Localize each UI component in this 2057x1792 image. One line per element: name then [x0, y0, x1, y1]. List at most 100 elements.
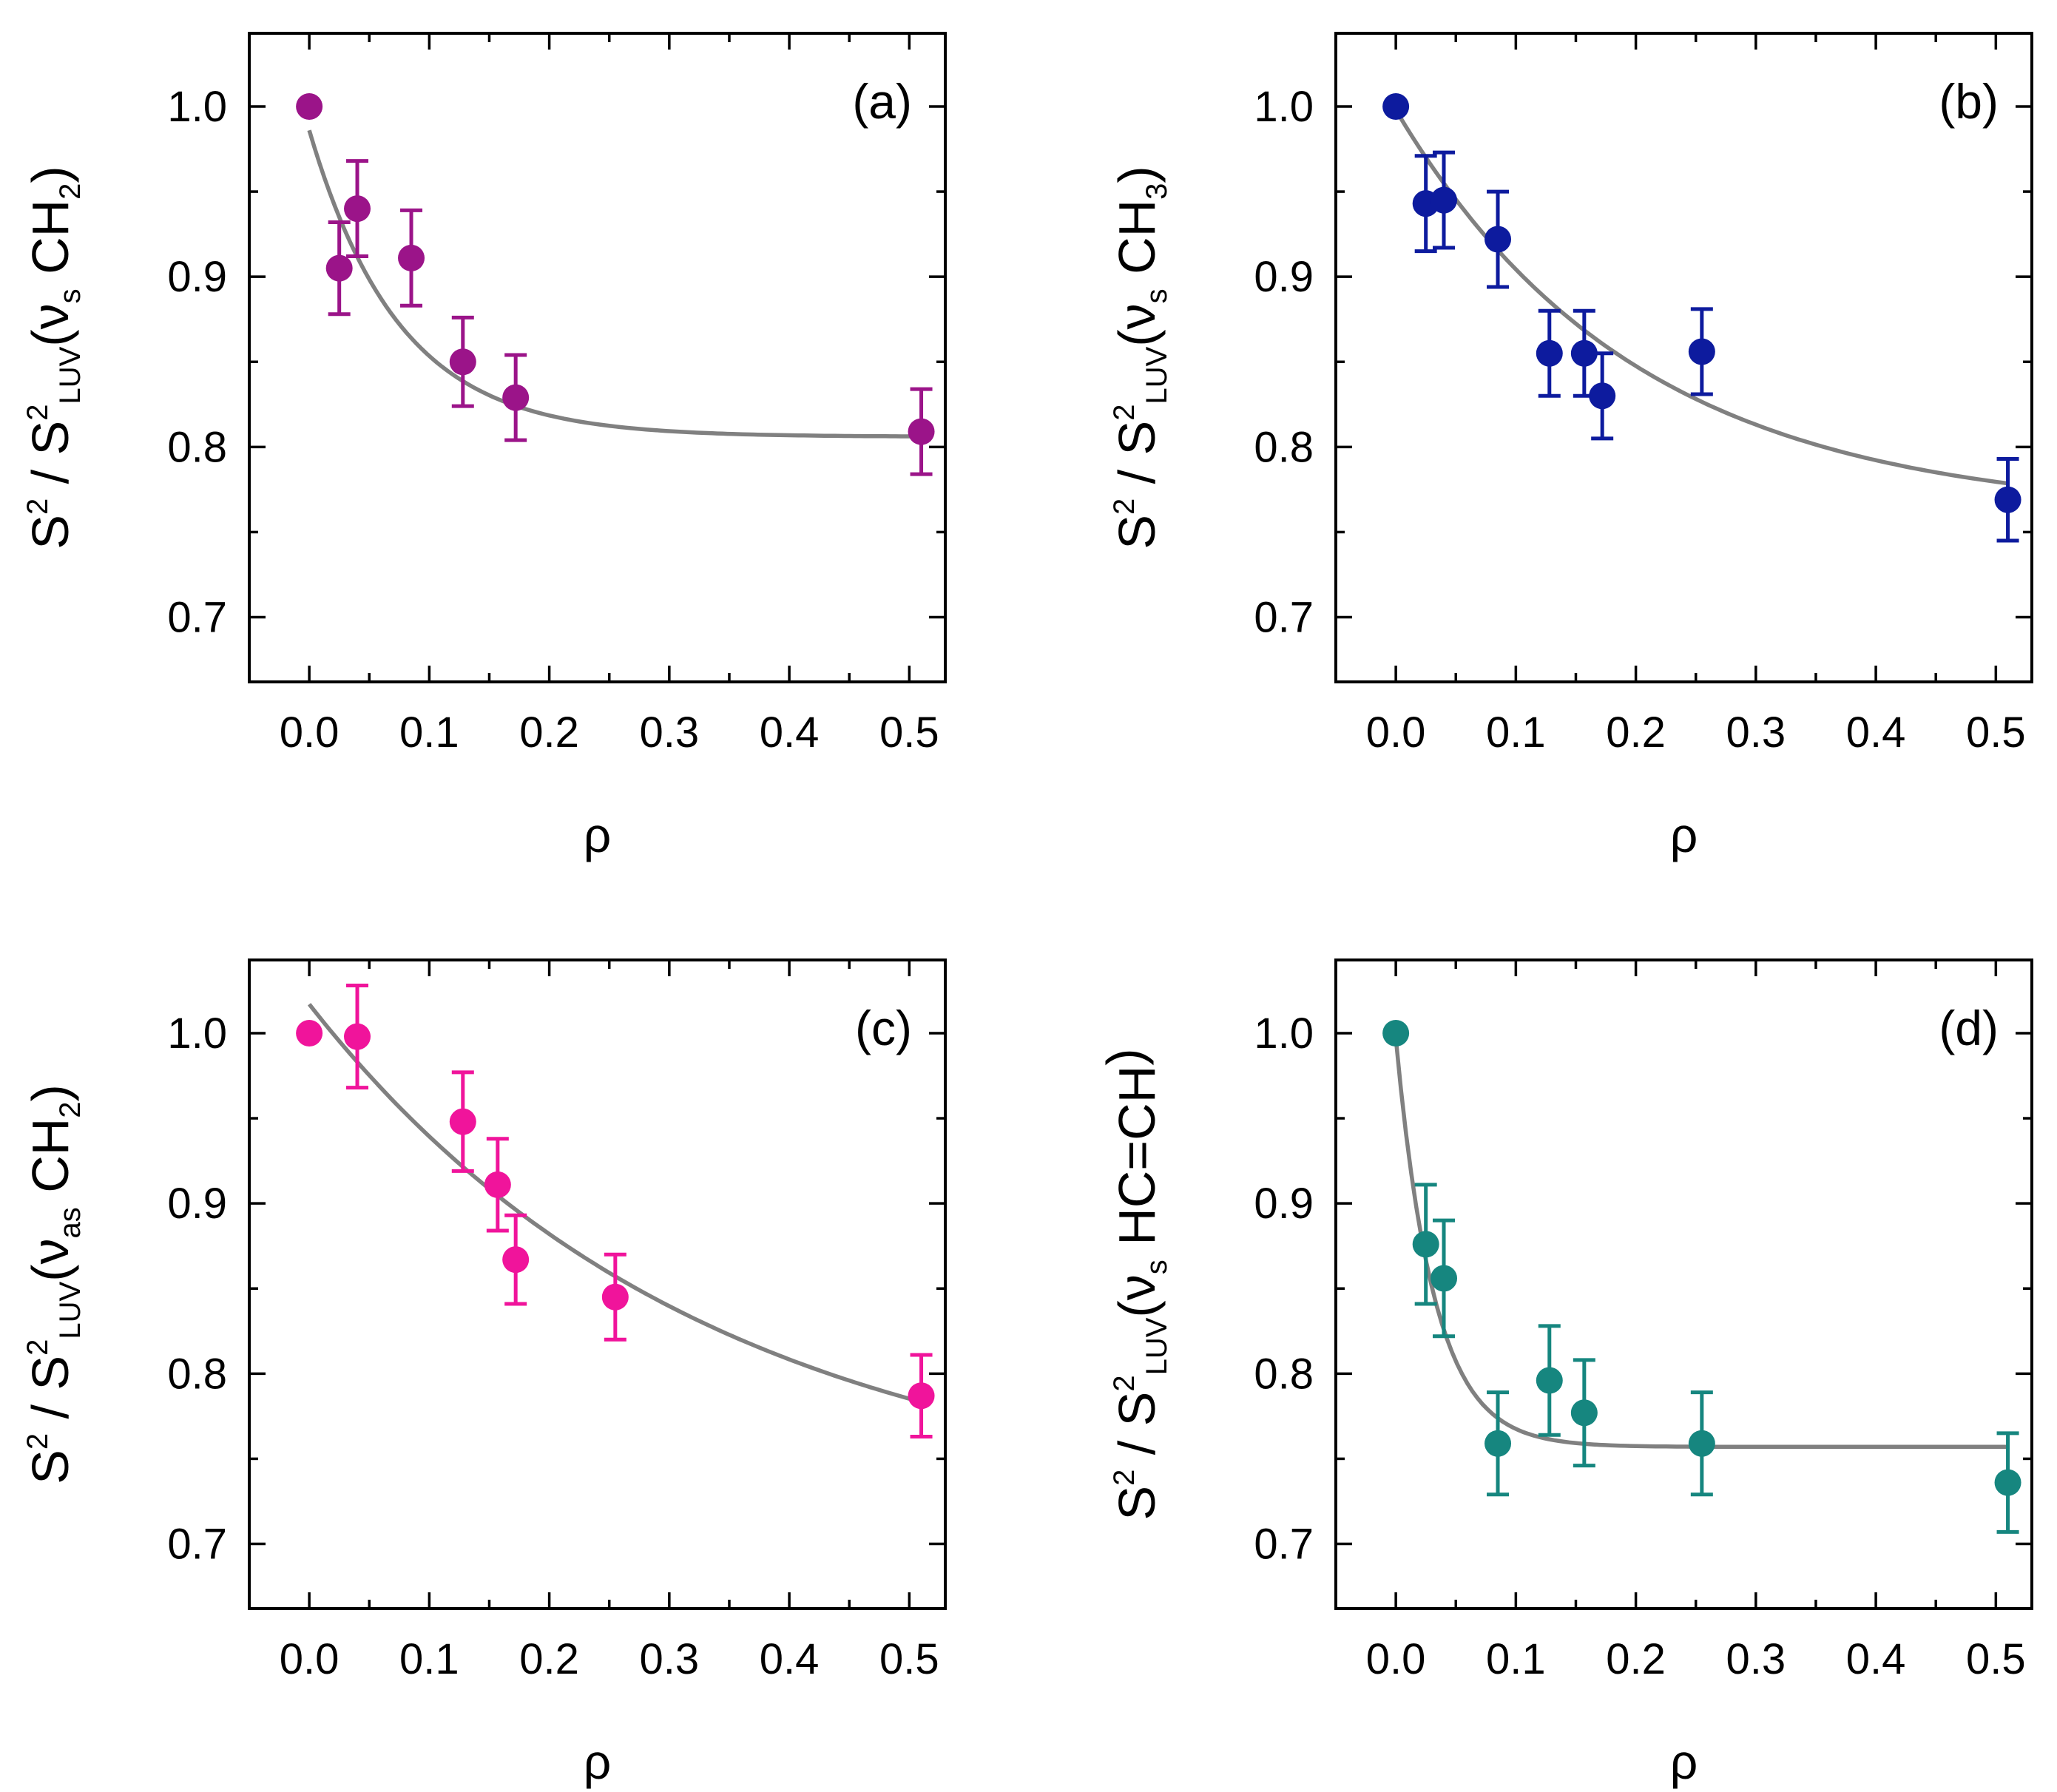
y-axis-title-paren_open: (	[21, 329, 79, 346]
y-axis-title-sub3: s	[1141, 1260, 1173, 1274]
data-point	[449, 1108, 476, 1135]
data-point	[1412, 1231, 1439, 1258]
plot-frame	[1334, 32, 2033, 683]
y-axis-title-slash: / S	[1108, 1392, 1166, 1470]
data-point	[398, 244, 425, 271]
y-axis-title-sup1: 2	[21, 498, 54, 515]
x-tick-label: 0.5	[879, 1635, 939, 1683]
x-tick-label: 0.1	[399, 709, 459, 757]
data-point	[449, 348, 476, 376]
y-axis-title-sub3: as	[54, 1207, 87, 1238]
x-tick-label: 0.2	[519, 1635, 579, 1683]
y-axis-title-group: CH	[21, 200, 79, 289]
x-tick-label: 0.3	[640, 709, 700, 757]
panel-label: (c)	[855, 1001, 912, 1055]
data-point	[908, 418, 935, 445]
y-tick-label: 0.8	[167, 1350, 227, 1398]
y-axis-title-sub2: LUV	[1141, 346, 1173, 404]
x-tick-label: 0.1	[1486, 1635, 1546, 1683]
y-axis-title-s1: S	[21, 515, 79, 550]
y-tick-label: 0.7	[1254, 1521, 1314, 1569]
x-tick-label: 0.5	[879, 709, 939, 757]
y-axis-title-sup2: 2	[21, 405, 54, 421]
y-axis-title-paren_close: )	[21, 166, 79, 183]
y-axis-title-s1: S	[21, 1450, 79, 1484]
y-tick-label: 0.9	[1254, 253, 1314, 301]
y-axis-title-nu: ν	[1108, 1274, 1166, 1300]
y-tick-label: 0.9	[167, 1180, 227, 1228]
data-point	[1570, 339, 1598, 367]
y-axis-title-sub4: 3	[1141, 183, 1173, 200]
y-axis-title-sub2: LUV	[1141, 1317, 1173, 1375]
y-tick-label: 0.8	[167, 423, 227, 471]
data-point	[1994, 1469, 2021, 1496]
y-axis-title-paren_open: (	[21, 1265, 79, 1282]
y-axis-title-paren_open: (	[1108, 1300, 1166, 1317]
data-point	[344, 1023, 371, 1050]
data-point	[908, 1382, 935, 1410]
data-point	[601, 1283, 629, 1311]
x-tick-label: 0.0	[1366, 709, 1426, 757]
y-axis-title-slash: / S	[1108, 421, 1166, 498]
y-axis-title-s1: S	[1108, 515, 1166, 550]
y-axis-title-paren_close: )	[1096, 1048, 1154, 1065]
data-point	[1589, 382, 1616, 410]
y-axis-title-slash: / S	[21, 1356, 79, 1433]
y-axis-title-nu: ν	[21, 1239, 79, 1265]
y-tick-label: 0.8	[1254, 423, 1314, 471]
y-tick-label: 0.9	[1254, 1180, 1314, 1228]
plot-frame	[1334, 958, 2033, 1610]
x-tick-label: 0.5	[1966, 709, 2026, 757]
data-point	[1382, 92, 1410, 120]
y-axis-title-sub2: LUV	[54, 1281, 87, 1339]
data-point	[1688, 1430, 1715, 1457]
x-tick-label: 0.3	[1726, 709, 1786, 757]
x-tick-label: 0.5	[1966, 1635, 2026, 1683]
x-tick-label: 0.1	[399, 1635, 459, 1683]
y-axis-title-nu: ν	[21, 303, 79, 329]
x-axis-title: ρ	[1670, 1734, 1698, 1789]
y-axis-title-sup1: 2	[1108, 498, 1141, 515]
x-tick-label: 0.2	[519, 709, 579, 757]
y-axis-title: S2 / S2LUV(νs CH2)	[21, 166, 87, 550]
data-point	[344, 195, 371, 223]
y-tick-label: 1.0	[1254, 83, 1314, 131]
y-axis-title-nu: ν	[1108, 303, 1166, 329]
y-axis-title-s1: S	[1108, 1486, 1166, 1521]
y-axis-title-sub3: s	[1141, 288, 1173, 303]
plot-frame	[248, 32, 947, 683]
data-point	[1570, 1399, 1598, 1427]
y-axis-title-sup1: 2	[21, 1433, 54, 1450]
x-tick-label: 0.4	[760, 709, 820, 757]
x-axis-title: ρ	[1670, 808, 1698, 862]
panel-label: (a)	[852, 74, 912, 129]
x-axis-title: ρ	[584, 1734, 612, 1789]
data-point	[1431, 186, 1458, 214]
y-axis-title-sup1: 2	[1108, 1470, 1141, 1486]
y-axis-title-paren_open: (	[1108, 329, 1166, 346]
data-point	[1688, 338, 1715, 365]
y-axis-title-sub2: LUV	[54, 346, 87, 404]
y-tick-label: 0.7	[167, 1521, 227, 1569]
y-axis-title-paren_close: )	[21, 1084, 79, 1101]
y-tick-label: 0.9	[167, 253, 227, 301]
x-tick-label: 0.0	[280, 1635, 340, 1683]
x-tick-label: 0.2	[1606, 1635, 1666, 1683]
x-tick-label: 0.3	[640, 1635, 700, 1683]
x-tick-label: 0.2	[1606, 709, 1666, 757]
x-tick-label: 0.4	[1846, 1635, 1906, 1683]
panel-label: (b)	[1939, 74, 1999, 129]
x-tick-label: 0.0	[280, 709, 340, 757]
y-axis-title-group: HC=CH	[1108, 1066, 1166, 1260]
y-axis-title: S2 / S2LUV(νs CH3)	[1108, 166, 1173, 550]
y-axis-title-sub4: 2	[54, 183, 87, 200]
fit-curve	[307, 129, 922, 439]
data-point	[502, 1246, 530, 1274]
y-axis-title-sub4: 2	[54, 1101, 87, 1118]
data-point	[1431, 1265, 1458, 1292]
